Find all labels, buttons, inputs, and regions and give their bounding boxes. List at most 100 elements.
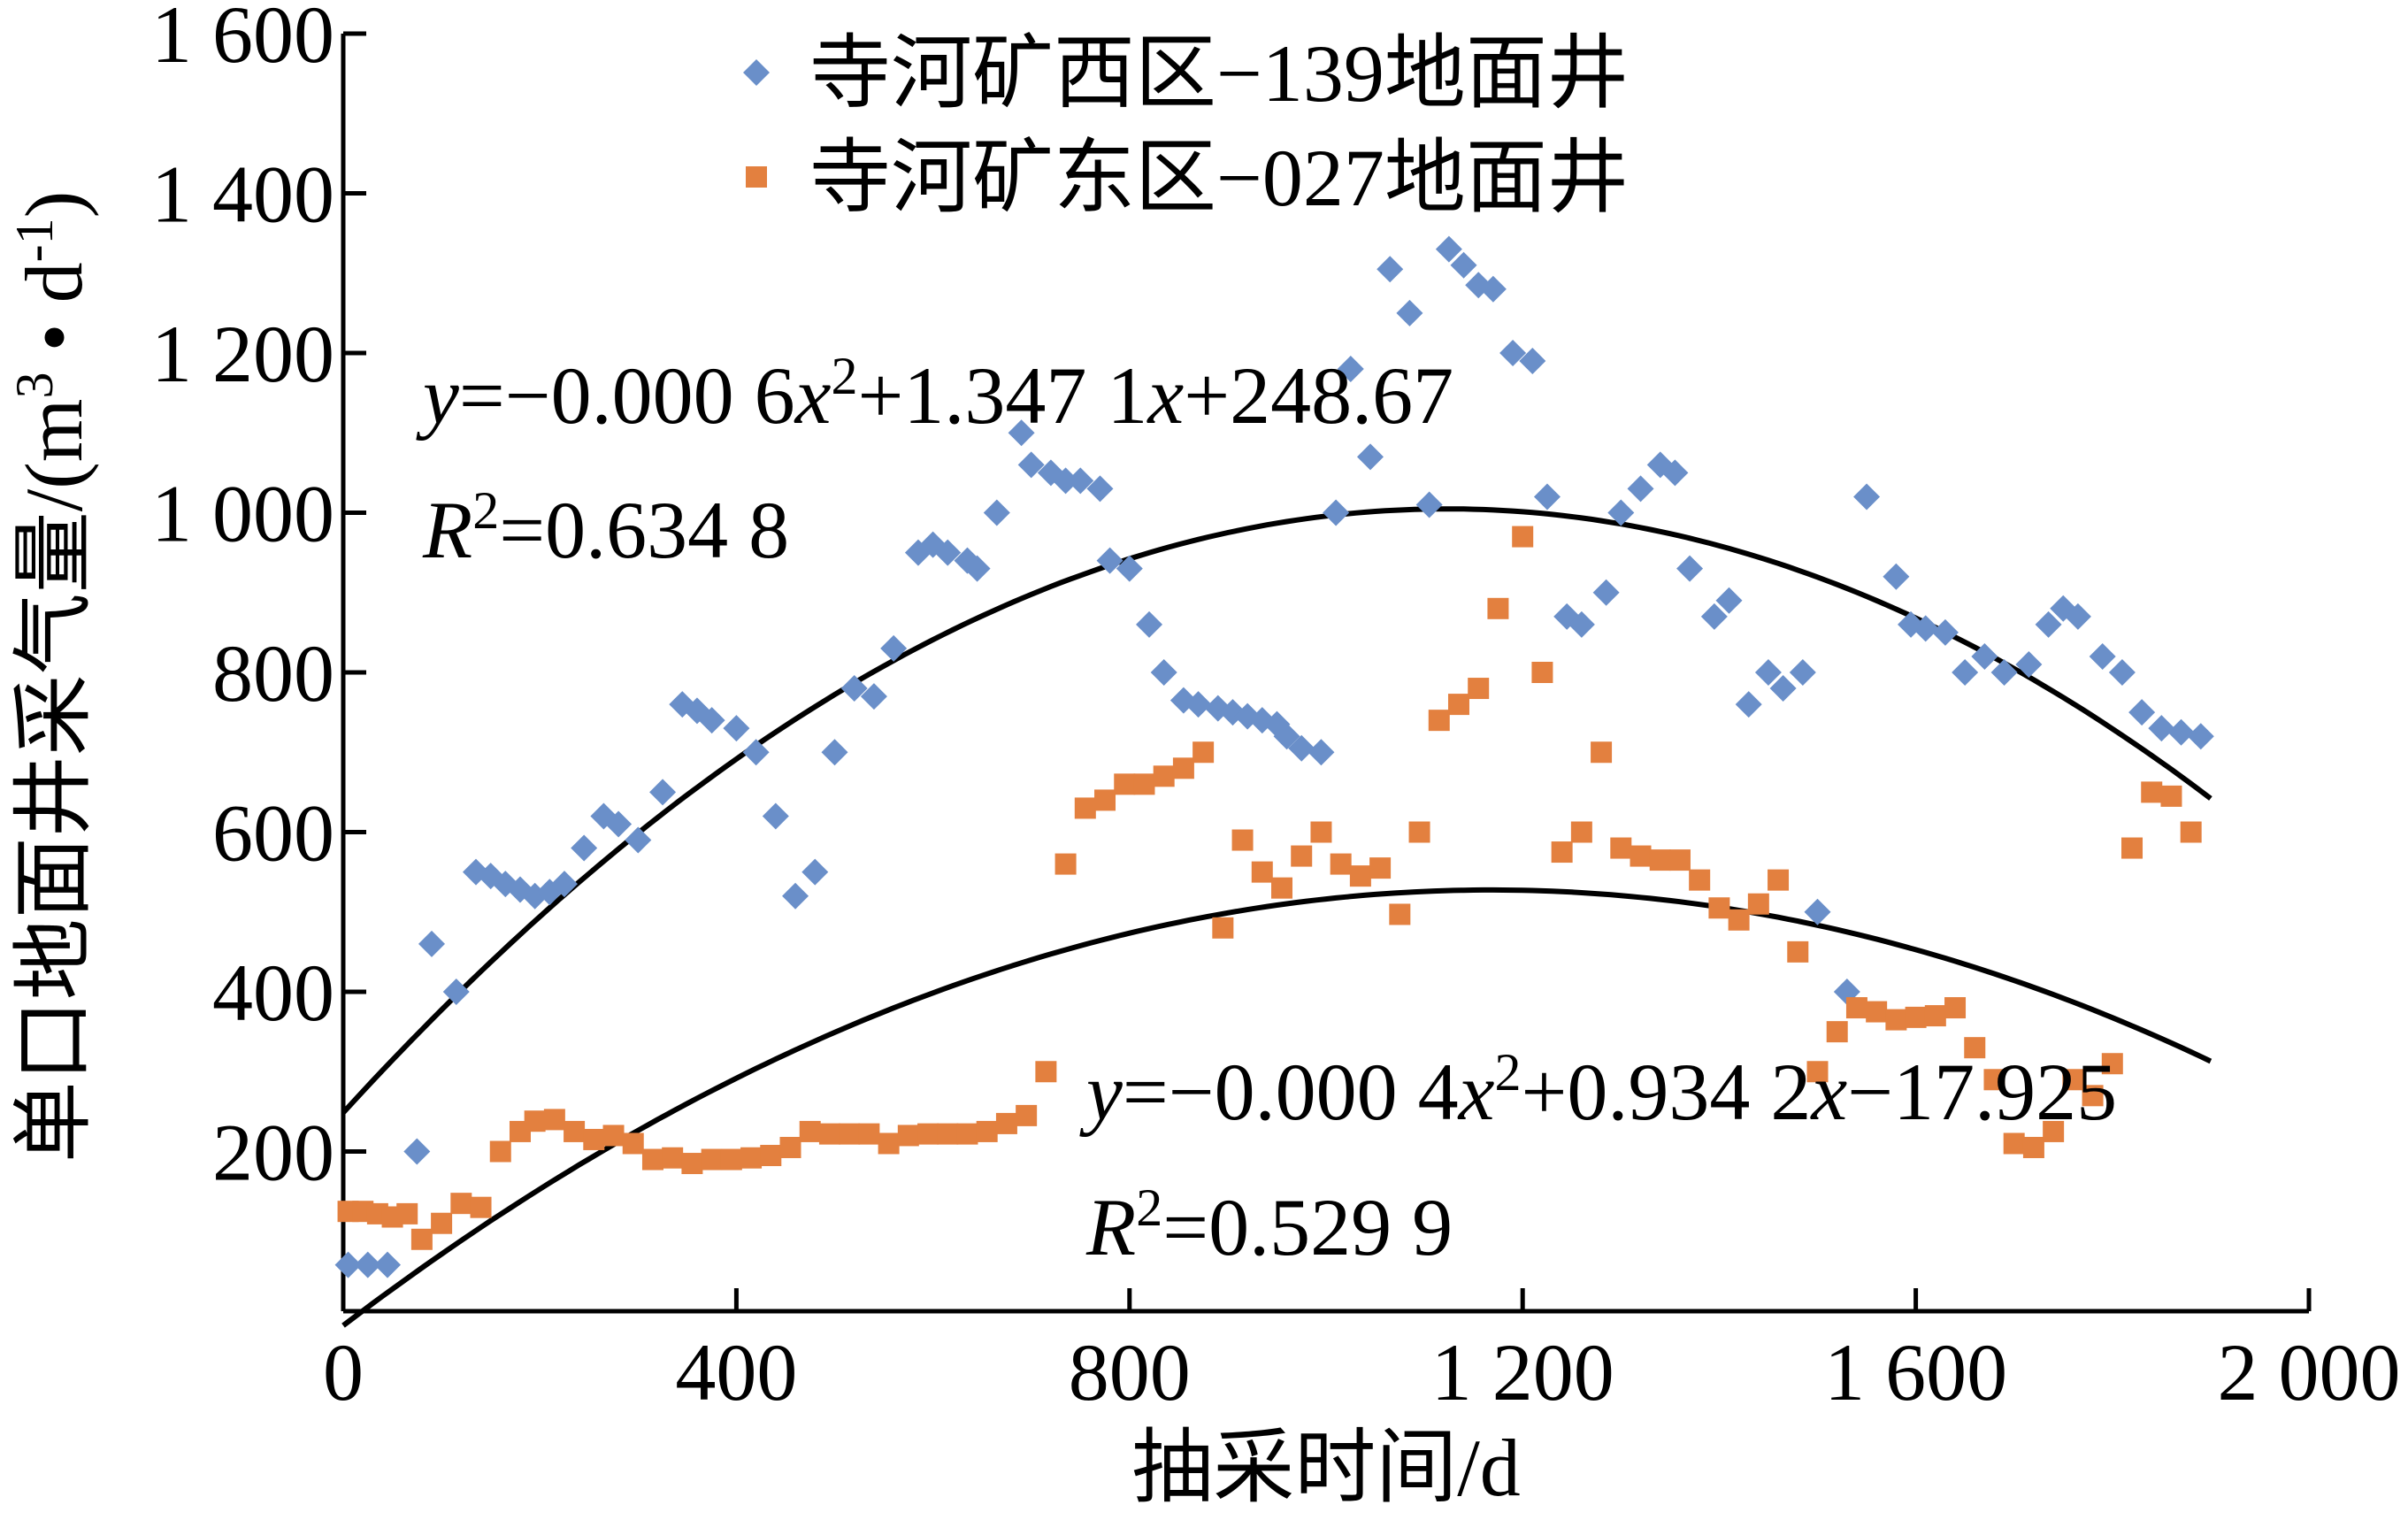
- data-point-square: [1369, 857, 1392, 879]
- data-point-diamond: [605, 810, 633, 838]
- data-point-diamond: [1308, 739, 1335, 766]
- data-point-diamond: [860, 683, 887, 710]
- data-point-diamond: [1568, 610, 1595, 638]
- data-point-square: [1591, 741, 1613, 764]
- data-point-diamond: [1067, 467, 1094, 495]
- data-point-square: [1610, 837, 1632, 859]
- y-axis-title: 单口地面井采气量/(m3 • d-1): [5, 191, 99, 1163]
- data-point-square: [1330, 853, 1352, 875]
- data-point-square: [681, 1153, 703, 1175]
- data-point-diamond: [1789, 659, 1816, 686]
- data-point-square: [1512, 526, 1534, 548]
- data-point-square: [1964, 1037, 1986, 1059]
- data-point-square: [1153, 765, 1175, 787]
- data-point-diamond: [1052, 467, 1079, 495]
- y-tick-label: 1 600: [151, 0, 334, 80]
- data-point-square: [1885, 1009, 1907, 1031]
- data-point-square: [746, 166, 767, 188]
- data-point-square: [1447, 694, 1469, 716]
- data-point-square: [1826, 1021, 1848, 1043]
- data-point-diamond: [762, 802, 789, 830]
- data-point-square: [1389, 903, 1411, 925]
- data-point-diamond: [1853, 483, 1881, 511]
- data-point-square: [2141, 781, 2163, 803]
- data-point-square: [1428, 710, 1450, 732]
- trendline-layer: [341, 506, 2212, 1328]
- y-tick-label: 600: [212, 788, 334, 879]
- data-point-diamond: [571, 834, 598, 862]
- data-point-diamond: [1883, 563, 1910, 590]
- labels-layer: 200 400 600 800 1 000 1 200 1 400 1 600 0 400 800 1…: [5, 0, 2401, 1513]
- data-point-diamond: [1435, 235, 1462, 263]
- data-point-diamond: [334, 1251, 362, 1278]
- data-point-square: [720, 1148, 742, 1171]
- data-point-square: [956, 1123, 978, 1145]
- data-point-square: [1866, 1001, 1888, 1023]
- data-point-square: [450, 1193, 472, 1215]
- fit-equation-2: y=−0.000 4x2+0.934 2x−17.925: [1079, 1043, 2117, 1137]
- data-point-diamond: [2035, 610, 2062, 638]
- data-point-square: [489, 1140, 511, 1163]
- data-point-diamond: [1735, 691, 1762, 718]
- data-point-diamond: [1086, 475, 1114, 503]
- data-point-square: [1468, 678, 1490, 700]
- data-point-square: [1114, 773, 1136, 795]
- data-point-square: [1487, 597, 1509, 619]
- data-point-diamond: [1356, 443, 1384, 471]
- data-point-diamond: [801, 858, 829, 886]
- data-point-square: [583, 1128, 605, 1150]
- data-point-square: [1408, 821, 1430, 843]
- data-point-diamond: [2167, 718, 2195, 746]
- data-point-square: [1231, 829, 1254, 851]
- data-point-square: [622, 1132, 644, 1155]
- data-point-square: [1806, 1061, 1829, 1083]
- data-point-diamond: [1499, 340, 1527, 366]
- data-point-diamond: [1377, 256, 1404, 283]
- data-point-diamond: [1533, 483, 1561, 511]
- data-point-diamond: [1415, 491, 1443, 518]
- data-point-square: [799, 1120, 821, 1142]
- data-point-square: [1787, 940, 1809, 963]
- y-tick-label: 1 200: [151, 309, 334, 399]
- data-point-square: [1570, 821, 1592, 843]
- data-point-square: [1983, 1069, 2005, 1091]
- data-point-square: [1649, 849, 1671, 871]
- data-point-diamond: [723, 715, 750, 742]
- x-axis-title: 抽采时间/d: [1131, 1423, 1521, 1513]
- data-point-diamond: [1396, 299, 1423, 326]
- x-tick-label: 2 000: [2218, 1327, 2401, 1417]
- data-point-diamond: [418, 930, 445, 957]
- data-point-square: [1310, 821, 1332, 843]
- data-point-diamond: [649, 779, 677, 806]
- data-point-square: [878, 1132, 900, 1155]
- y-tick-label: 1 400: [151, 150, 334, 240]
- data-point-diamond: [1185, 691, 1212, 718]
- legend-entry-1: 寺河矿西区−139地面井: [809, 28, 1629, 119]
- data-point-square: [1689, 869, 1711, 891]
- data-point-diamond: [354, 1251, 381, 1278]
- legend-entry-2: 寺河矿东区−027地面井: [809, 133, 1629, 223]
- data-point-square: [2022, 1136, 2044, 1158]
- data-point-square: [1212, 917, 1234, 939]
- data-point-diamond: [625, 826, 652, 854]
- data-point-diamond: [1008, 419, 1035, 447]
- data-point-square: [641, 1148, 663, 1171]
- data-point-diamond: [821, 739, 848, 766]
- data-point-square: [410, 1228, 433, 1250]
- data-point-square: [1708, 897, 1730, 919]
- data-point-diamond: [698, 707, 725, 734]
- data-point-square: [740, 1147, 763, 1169]
- data-point-diamond: [2064, 603, 2091, 630]
- x-tick-label: 400: [675, 1327, 797, 1417]
- data-point-square: [1094, 789, 1116, 811]
- data-point-diamond: [1479, 275, 1507, 303]
- data-point-square: [839, 1123, 861, 1145]
- data-point-diamond: [1450, 251, 1477, 279]
- data-point-square: [1551, 841, 1573, 864]
- data-point-diamond: [1715, 587, 1743, 614]
- data-point-diamond: [880, 634, 908, 662]
- data-point-square: [2180, 821, 2202, 843]
- data-point-diamond: [1754, 659, 1782, 686]
- data-point-diamond: [442, 979, 470, 1005]
